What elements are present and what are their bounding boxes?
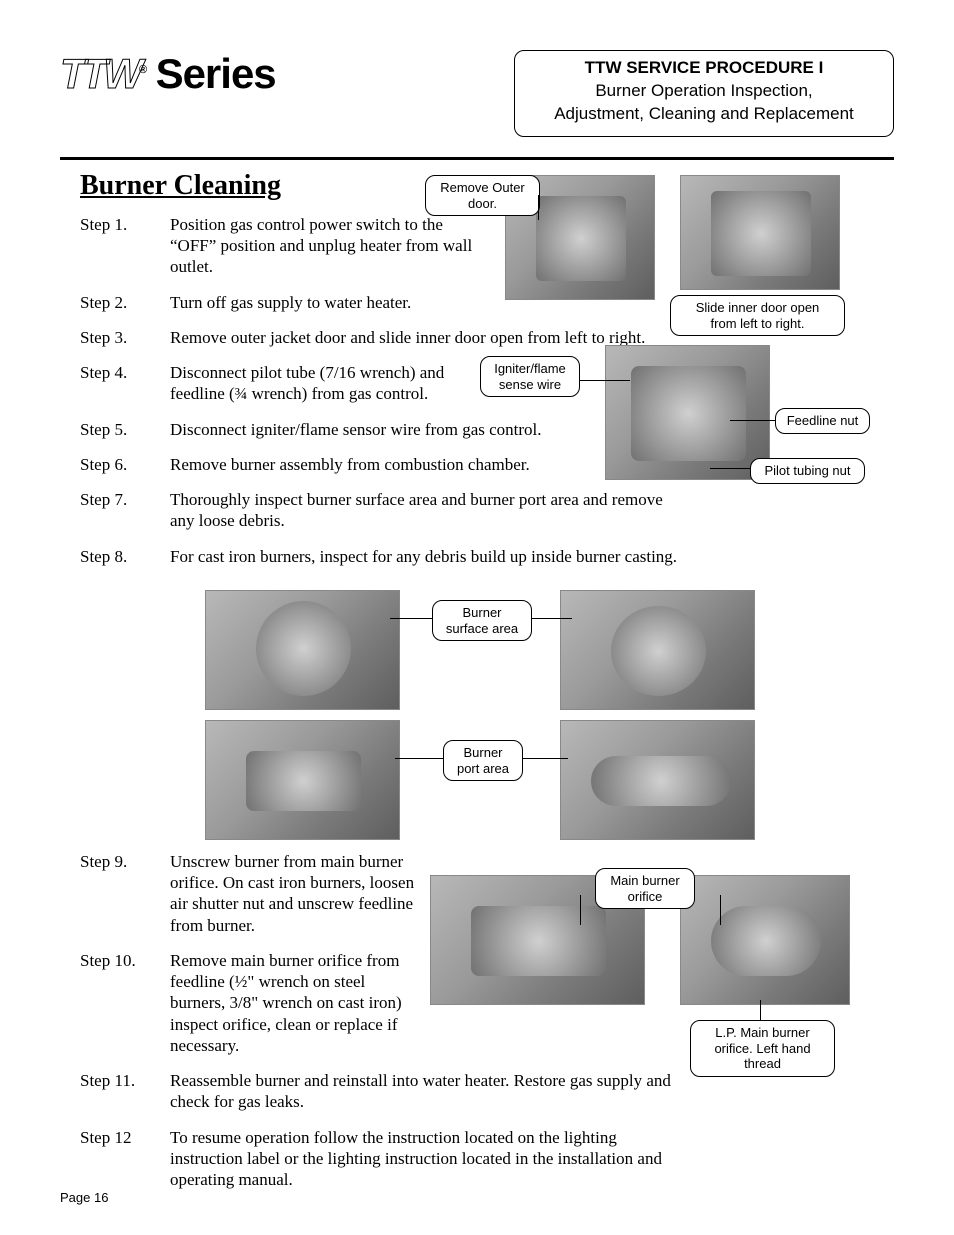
step-text: Position gas control power switch to the…	[170, 214, 490, 278]
step-text: For cast iron burners, inspect for any d…	[170, 546, 677, 567]
step-text: Disconnect pilot tube (7/16 wrench) and …	[170, 362, 490, 405]
photo-burner-port-cast	[560, 720, 755, 840]
step-label: Step 3.	[80, 327, 170, 348]
step-row: Step 5.Disconnect igniter/flame sensor w…	[80, 419, 894, 440]
callout-lp-orifice: L.P. Main burner orifice. Left hand thre…	[690, 1020, 835, 1077]
callout-remove-outer-door: Remove Outer door.	[425, 175, 540, 216]
step-label: Step 10.	[80, 950, 170, 1056]
leader-lp-orifice-v	[720, 895, 721, 925]
step-text: Thoroughly inspect burner surface area a…	[170, 489, 690, 532]
header-box: TTW SERVICE PROCEDURE I Burner Operation…	[514, 50, 894, 137]
callout-burner-port: Burner port area	[443, 740, 523, 781]
step-label: Step 6.	[80, 454, 170, 475]
step-row: Step 8.For cast iron burners, inspect fo…	[80, 546, 894, 567]
leader-port-l	[395, 758, 443, 759]
horizontal-rule	[60, 157, 894, 160]
step-row: Step 12To resume operation follow the in…	[80, 1127, 894, 1191]
logo: TTW® Series	[60, 50, 276, 99]
leader-feedline	[730, 420, 775, 421]
leader-port-r	[523, 758, 568, 759]
step-label: Step 9.	[80, 851, 170, 936]
step-text: To resume operation follow the instructi…	[170, 1127, 690, 1191]
step-text: Remove main burner orifice from feedline…	[170, 950, 420, 1056]
step-text: Unscrew burner from main burner orifice.…	[170, 851, 420, 936]
step-label: Step 1.	[80, 214, 170, 278]
photo-burner-surface-cast	[560, 590, 755, 710]
callout-feedline-nut: Feedline nut	[775, 408, 870, 434]
step-label: Step 7.	[80, 489, 170, 532]
photo-lp-orifice	[680, 875, 850, 1005]
callout-slide-inner-door: Slide inner door open from left to right…	[670, 295, 845, 336]
step-row: Step 7.Thoroughly inspect burner surface…	[80, 489, 894, 532]
photo-inner-door	[680, 175, 840, 290]
leader-pilot	[710, 468, 750, 469]
callout-main-orifice: Main burner orifice	[595, 868, 695, 909]
page-number: Page 16	[60, 1190, 108, 1205]
step-text: Remove burner assembly from combustion c…	[170, 454, 530, 475]
leader-surface-l	[390, 618, 432, 619]
header-line3: Adjustment, Cleaning and Replacement	[535, 103, 873, 126]
header-line1: TTW SERVICE PROCEDURE I	[535, 57, 873, 80]
step-label: Step 8.	[80, 546, 170, 567]
step-label: Step 2.	[80, 292, 170, 313]
photo-burner-surface-steel	[205, 590, 400, 710]
leader-lp	[760, 1000, 761, 1020]
page-header: TTW® Series TTW SERVICE PROCEDURE I Burn…	[60, 50, 894, 137]
logo-mark: TTW	[60, 50, 139, 97]
callout-burner-surface: Burner surface area	[432, 600, 532, 641]
callout-igniter-wire: Igniter/flame sense wire	[480, 356, 580, 397]
step-label: Step 11.	[80, 1070, 170, 1113]
callout-pilot-tubing-nut: Pilot tubing nut	[750, 458, 865, 484]
header-line2: Burner Operation Inspection,	[535, 80, 873, 103]
leader-outer-door	[538, 195, 539, 220]
step-text: Remove outer jacket door and slide inner…	[170, 327, 645, 348]
step-text: Turn off gas supply to water heater.	[170, 292, 411, 313]
step-label: Step 4.	[80, 362, 170, 405]
step-label: Step 12	[80, 1127, 170, 1191]
photo-burner-port-steel	[205, 720, 400, 840]
step-text: Reassemble burner and reinstall into wat…	[170, 1070, 690, 1113]
leader-surface-r	[532, 618, 572, 619]
leader-main-orifice	[580, 895, 581, 925]
photo-gas-control	[605, 345, 770, 480]
leader-igniter	[580, 380, 630, 381]
step-label: Step 5.	[80, 419, 170, 440]
step-text: Disconnect igniter/flame sensor wire fro…	[170, 419, 542, 440]
